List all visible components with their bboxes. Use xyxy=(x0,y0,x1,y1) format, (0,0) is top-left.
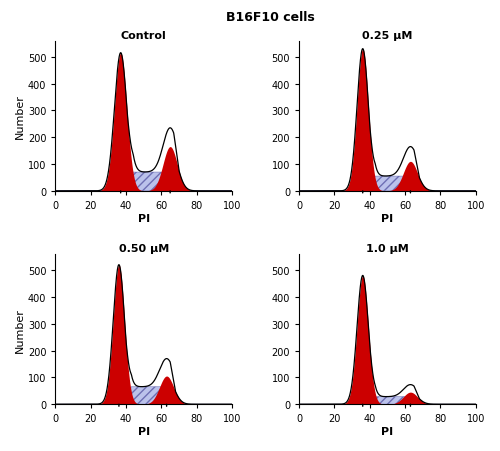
Y-axis label: Number: Number xyxy=(15,94,25,139)
Title: 0.50 μM: 0.50 μM xyxy=(118,244,169,253)
X-axis label: PI: PI xyxy=(382,213,394,223)
X-axis label: PI: PI xyxy=(138,213,149,223)
Text: B16F10 cells: B16F10 cells xyxy=(226,11,314,24)
Title: 1.0 μM: 1.0 μM xyxy=(366,244,409,253)
Title: 0.25 μM: 0.25 μM xyxy=(362,31,412,41)
X-axis label: PI: PI xyxy=(138,426,149,436)
X-axis label: PI: PI xyxy=(382,426,394,436)
Title: Control: Control xyxy=(121,31,166,41)
Y-axis label: Number: Number xyxy=(15,307,25,352)
